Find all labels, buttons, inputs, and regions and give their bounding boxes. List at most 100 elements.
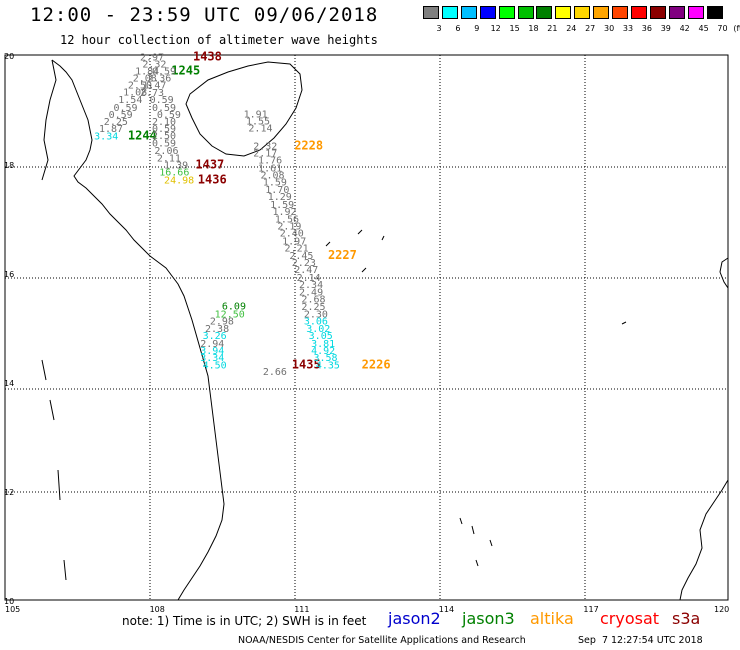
- legend-swatch: [517, 6, 534, 19]
- wave-height-value: 1.61: [258, 163, 282, 174]
- mission-label: jason2: [388, 609, 441, 628]
- legend-label: 24: [566, 24, 577, 33]
- legend-swatch: [706, 6, 723, 19]
- longitude-tick-label: 111: [294, 605, 309, 614]
- coastline-vietnam: [51, 59, 225, 601]
- legend-swatch: [441, 6, 458, 19]
- wave-height-value: 3.58: [313, 353, 337, 364]
- pass-time-label: 1436: [198, 172, 227, 186]
- legend-label: 42: [679, 24, 690, 33]
- legend-label: 39: [660, 24, 671, 33]
- wave-height-value: 0.59: [152, 103, 176, 114]
- coastline-gulf: [41, 59, 57, 181]
- wave-height-value: 1.92: [273, 207, 297, 218]
- longitude-tick-label: 105: [5, 605, 20, 614]
- legend-swatch: [423, 6, 439, 19]
- latitude-tick-label: 20: [4, 52, 14, 61]
- longitude-tick-label: 114: [439, 605, 454, 614]
- wave-height-value: 3.26: [203, 331, 227, 342]
- longitude-tick-label: 108: [150, 605, 165, 614]
- wave-height-value: 0.59: [113, 103, 137, 114]
- wave-height-value: 2.32: [142, 60, 166, 71]
- pass-time-label: 2228: [294, 138, 323, 152]
- wave-height-value: 1.56: [275, 215, 299, 226]
- wave-height-value: 2.19: [277, 222, 301, 233]
- wave-height-value: 16.66: [159, 168, 189, 179]
- legend-swatch: [668, 6, 685, 19]
- wave-height-value: 1.84: [135, 66, 159, 77]
- credit-text: NOAA/NESDIS Center for Satellite Applica…: [238, 635, 526, 646]
- legend-label: 21: [547, 24, 558, 33]
- wave-height-value: 1.70: [265, 185, 289, 196]
- wave-height-value: 2.17: [253, 149, 277, 160]
- mission-label: s3a: [672, 609, 701, 628]
- latitude-tick-label: 12: [4, 488, 14, 497]
- wave-height-values: 2.972.321.842.082.501.081.540.590.592.25…: [94, 53, 340, 378]
- pass-time-label: 2227: [328, 248, 357, 262]
- wave-height-value: 2.40: [280, 229, 304, 240]
- footer-note: note: 1) Time is in UTC; 2) SWH is in fe…: [122, 614, 367, 628]
- wave-height-value: 3.06: [304, 316, 328, 327]
- legend-swatch: [479, 6, 496, 19]
- coastline-mekong: [41, 359, 67, 581]
- wave-height-value: 0.59: [109, 110, 133, 121]
- legend-swatch: [536, 6, 553, 19]
- legend-label: 15: [509, 24, 520, 33]
- wave-height-value: 2.14: [297, 273, 321, 284]
- wave-height-value: 3.02: [306, 324, 330, 335]
- wave-height-value: 2.08: [133, 73, 157, 84]
- legend-label: 27: [585, 24, 596, 33]
- wave-height-value: 0.59: [157, 110, 181, 121]
- wave-height-value: 1.87: [99, 124, 123, 135]
- wave-height-value: 3.81: [311, 339, 335, 350]
- wave-height-value: 1.97: [282, 236, 306, 247]
- wave-height-value: 2.23: [292, 258, 316, 269]
- legend-swatch: [498, 6, 515, 19]
- wave-height-value: 2.08: [260, 170, 284, 181]
- legend-swatch: [612, 6, 628, 19]
- wave-height-value: 1.54: [118, 95, 142, 106]
- coastline-islands: [325, 229, 627, 567]
- legend-label: 33: [622, 24, 634, 33]
- wave-height-value: 2.25: [104, 117, 128, 128]
- wave-height-value: 2.14: [248, 123, 272, 134]
- wave-height-value: 2.49: [299, 288, 323, 299]
- wave-height-value: 2.98: [210, 316, 234, 327]
- legend-label: 30: [604, 24, 615, 33]
- legend-label: 18: [528, 24, 539, 33]
- longitude-tick-labels: 105 108 111 114 117 120: [5, 605, 729, 614]
- legend-swatch: [687, 6, 704, 19]
- wave-height-value: 2.94: [200, 339, 224, 350]
- wave-height-value: 2.32: [253, 141, 277, 152]
- pass-time-label: 1438: [193, 50, 222, 64]
- wave-height-value: 0.59: [152, 124, 176, 135]
- wave-height-value: 2.47: [294, 265, 318, 276]
- wave-height-value: 1.47: [142, 80, 166, 91]
- wave-height-value: 2.50: [152, 131, 176, 142]
- mission-label: altika: [530, 609, 574, 628]
- wave-height-value: 2.36: [147, 73, 171, 84]
- wave-height-value: 1.59: [270, 200, 294, 211]
- legend-swatch: [555, 6, 572, 19]
- generated-timestamp: Sep 7 12:27:54 UTC 2018: [578, 635, 703, 646]
- wave-height-value: 0.59: [152, 66, 176, 77]
- longitude-tick-label: 117: [583, 605, 598, 614]
- legend-label: 9: [474, 24, 480, 33]
- wave-height-value: 2.06: [154, 146, 178, 157]
- wave-height-value: 4.50: [203, 361, 227, 372]
- pass-time-label: 1244: [128, 129, 157, 143]
- wave-height-value: 24.98: [164, 175, 194, 186]
- wave-height-value: 2.30: [304, 309, 328, 320]
- latitude-tick-labels: 20 18 16 14 12 10: [4, 52, 14, 606]
- legend-label: 6: [455, 24, 461, 33]
- wave-height-value: 4.92: [311, 346, 335, 357]
- mission-label: cryosat: [600, 609, 660, 628]
- legend-swatch: [630, 6, 647, 19]
- wave-height-value: 1.59: [263, 177, 287, 188]
- legend-swatch: [460, 6, 477, 19]
- latitude-tick-label: 18: [4, 161, 14, 170]
- wave-height-value: 12.50: [215, 309, 245, 320]
- longitude-tick-label: 120: [714, 605, 729, 614]
- wave-height-value: 2.45: [289, 251, 313, 262]
